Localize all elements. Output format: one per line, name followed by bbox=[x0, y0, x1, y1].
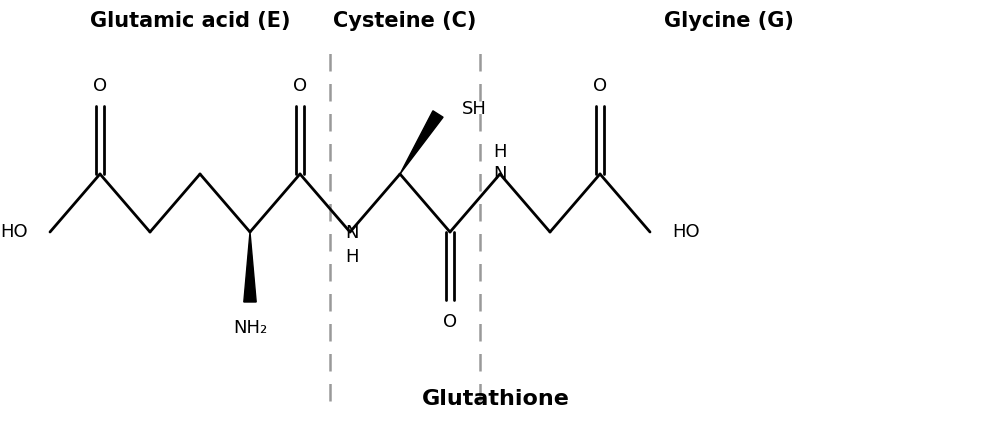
Polygon shape bbox=[400, 111, 443, 174]
Text: Glutathione: Glutathione bbox=[422, 389, 570, 409]
Polygon shape bbox=[244, 232, 256, 302]
Text: O: O bbox=[293, 77, 308, 95]
Text: SH: SH bbox=[462, 100, 487, 118]
Text: HO: HO bbox=[672, 223, 699, 241]
Text: NH₂: NH₂ bbox=[233, 319, 267, 337]
Text: Cysteine (C): Cysteine (C) bbox=[333, 11, 477, 31]
Text: O: O bbox=[593, 77, 607, 95]
Text: H: H bbox=[493, 143, 507, 161]
Text: N: N bbox=[345, 224, 359, 242]
Text: O: O bbox=[443, 313, 457, 331]
Text: H: H bbox=[345, 248, 359, 266]
Text: O: O bbox=[93, 77, 107, 95]
Text: N: N bbox=[493, 165, 507, 183]
Text: Glycine (G): Glycine (G) bbox=[664, 11, 794, 31]
Text: HO: HO bbox=[0, 223, 28, 241]
Text: Glutamic acid (E): Glutamic acid (E) bbox=[89, 11, 291, 31]
